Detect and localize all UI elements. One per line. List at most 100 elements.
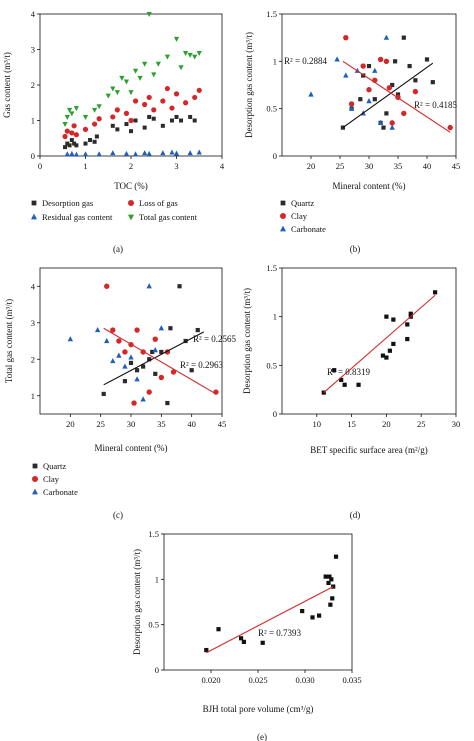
panel-a-data-point (164, 54, 170, 60)
panel-b-data-point (366, 87, 372, 93)
panel-a-data-point (82, 126, 89, 132)
panel-d-data-point (433, 290, 438, 295)
panel-b-data-point (343, 34, 349, 41)
panel-e-y-tick-label: 1 (155, 574, 159, 584)
panel-c-data-point (134, 376, 140, 382)
panel-a-data-point (132, 98, 139, 104)
panel-b-x-tick-label: 25 (336, 161, 345, 171)
panel-b-y-tick-label: 0 (273, 151, 277, 161)
panel-c-data-point (168, 326, 173, 331)
panel-c-legend-marker (32, 476, 38, 482)
panel-c-y-axis-label: Total gas content (m³/t) (4, 299, 14, 383)
panel-e-data-point (317, 613, 322, 618)
panel-d-x-tick-label: 20 (382, 419, 391, 429)
panel-c-data-point (213, 389, 219, 395)
panel-e-data-point (260, 640, 265, 645)
panel-a-legend-marker (31, 213, 37, 220)
panel-b-y-tick-label: 1.5 (266, 9, 277, 19)
panel-e-data-point (328, 602, 333, 607)
panel-b-data-point (383, 58, 390, 65)
panel-d-data-point (342, 382, 347, 387)
panel-b-data-point (358, 97, 363, 102)
panel-a-data-point (147, 114, 152, 119)
panel-e-x-tick-label: 0.025 (248, 675, 267, 685)
panel-b-data-point (407, 63, 412, 69)
panel-a-data-point (73, 106, 79, 112)
panel-b-data-point (366, 97, 372, 104)
panel-e-y-tick-label: 0 (155, 665, 159, 675)
panel-b-data-point (348, 101, 355, 107)
panel-a-data-point (192, 54, 198, 60)
panel-a-legend-label: Total gas content (139, 212, 198, 222)
panel-c-data-point (128, 354, 134, 360)
panel-c-data-point (158, 325, 165, 331)
panel-b-data-point (348, 105, 355, 111)
panel-c-fit-line (103, 327, 217, 395)
panel-a-y-tick-label: 0 (31, 151, 35, 161)
panel-a-data-point (133, 118, 138, 123)
panel-a-data-point (196, 51, 202, 57)
panel-a-data-point (196, 87, 202, 93)
panel-a-data-point (173, 36, 180, 42)
panel-c-x-axis-label: Mineral content (%) (95, 443, 168, 453)
panel-a-data-point (66, 107, 73, 113)
panel-e-x-axis-label: BJH total pore volume (cm³/g) (203, 704, 314, 714)
panel-e-data-point (216, 627, 221, 632)
panel-c-data-point (134, 368, 140, 373)
panel-d-x-tick-label: 15 (347, 419, 356, 429)
panel-a-data-point (115, 127, 120, 132)
panel-e-y-axis-label: Desorption gas content (m³/t) (132, 549, 142, 655)
panel-a-data-point (69, 150, 75, 156)
panel-a-data-point (169, 118, 174, 123)
panel-e-letter: (e) (257, 732, 267, 741)
panel-b-data-point (389, 120, 395, 126)
panel-a-data-point (69, 138, 74, 143)
panel-c-data-point (146, 389, 152, 395)
panel-a-data-point (173, 150, 180, 156)
panel-a-y-axis-label: Gas content (m³/t) (2, 52, 12, 118)
panel-a-data-point (110, 150, 116, 156)
panel-a-data-point (69, 130, 75, 136)
panel-d-y-tick-label: 1 (273, 312, 277, 322)
panel-a-data-point (155, 61, 161, 67)
panel-b-legend-label: Quartz (291, 198, 314, 208)
panel-a-data-point (62, 133, 68, 140)
panel-a-data-point (110, 123, 115, 128)
panel-b-data-point (395, 92, 401, 97)
panel-b-data-point (377, 119, 384, 125)
panel-a-data-point (142, 150, 148, 156)
panel-b-data-point (384, 111, 389, 116)
panel-a-letter: (a) (113, 244, 123, 254)
panel-e-y-tick-label: 0.5 (148, 620, 159, 630)
panel-a-data-point (92, 107, 98, 113)
panel-a-data-point (64, 128, 70, 134)
panel-c-data-point (153, 371, 158, 376)
panel-e-r2-label: R² = 0.7393 (258, 628, 302, 638)
panel-e-x-tick-label: 0.030 (295, 675, 314, 685)
panel-e-data-point (310, 615, 315, 620)
panel-a-data-point (132, 151, 139, 157)
panel-a-data-point (146, 94, 152, 101)
panel-c-data-point (152, 347, 158, 353)
panel-d-data-point (332, 368, 337, 373)
panel-a-data-point (123, 79, 130, 85)
panel-a-x-tick-label: 0 (38, 161, 42, 171)
panel-d-data-point (391, 341, 396, 347)
panel-a-data-point (82, 151, 89, 157)
panel-c-x-tick-label: 20 (66, 419, 75, 429)
panel-a-data-point (119, 75, 125, 81)
panel-e-plot-frame (163, 533, 353, 671)
panel-e-data-point (329, 577, 334, 582)
panel-c-legend-label: Clay (43, 474, 60, 484)
panel-a-data-point (160, 123, 165, 128)
panel-a-data-point (142, 61, 148, 67)
panel-a-data-point (67, 143, 72, 148)
panel-a-y-tick-label: 1 (31, 116, 35, 126)
panel-c-r2-label: R² = 0.2565 (193, 334, 237, 344)
panel-b-x-tick-label: 45 (452, 161, 461, 171)
panel-a-data-point (96, 116, 102, 122)
panel-c-y-tick-label: 3 (31, 318, 35, 328)
panel-c-data-point (170, 369, 177, 375)
panel-a-data-point (63, 145, 68, 150)
panel-b-data-point (383, 34, 390, 40)
